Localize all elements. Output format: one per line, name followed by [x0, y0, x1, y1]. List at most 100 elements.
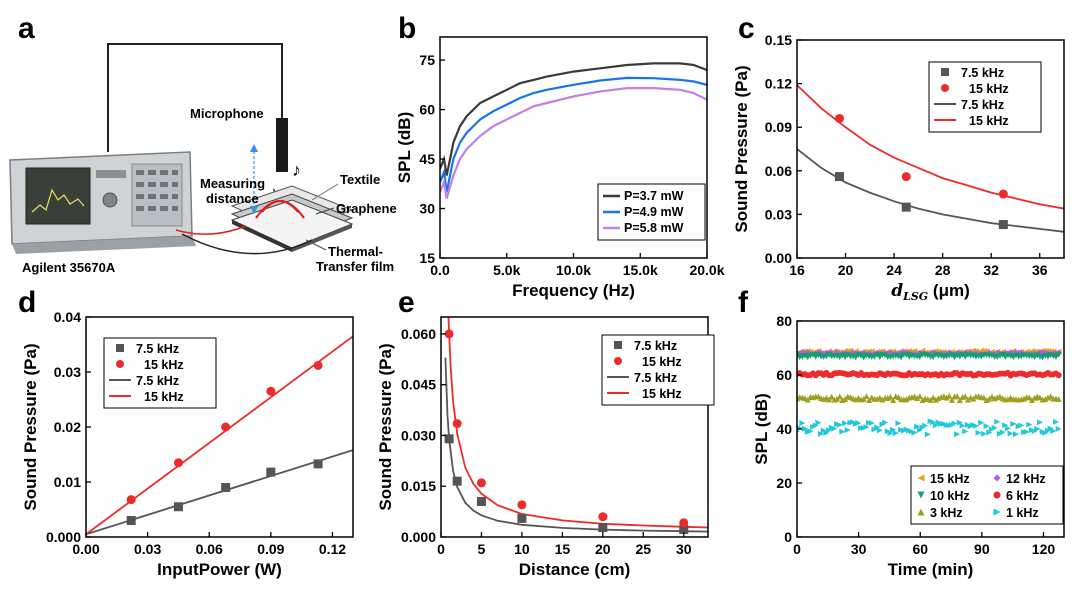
data-point [799, 420, 806, 427]
x-tick-label: 28 [935, 262, 951, 278]
y-tick-label: 15 [419, 250, 435, 266]
x-axis-label-var: d [891, 281, 903, 301]
x-tick-label: 32 [983, 262, 999, 278]
data-point [1034, 352, 1041, 359]
data-point [266, 467, 276, 477]
panel-label-c: c [738, 12, 755, 45]
fit-line-1 [447, 317, 708, 529]
legend: 15 kHz 12 kHz 10 kHz 6 kHz 3 kHz 1 kHz [910, 465, 1064, 525]
data-point [221, 483, 231, 492]
legend-entry: 15 kHz [642, 387, 682, 401]
data-point [173, 458, 183, 468]
x-tick-label: 0.06 [196, 541, 223, 557]
data-point [948, 396, 955, 403]
plot-area [797, 84, 1064, 233]
legend-marker [993, 474, 1001, 482]
legend-entry: 7.5 kHz [961, 98, 1004, 112]
chart-e: e 0 5 10 15 20 25 30 0.000 0.015 0.030 0.045 0.060 Di… [376, 286, 715, 579]
data-point [221, 422, 231, 432]
data-point [874, 424, 881, 431]
data-point [815, 351, 822, 358]
analyzer-instrument-icon [9, 151, 196, 254]
x-tick-label: 0.12 [319, 541, 346, 557]
x-tick-label: 20 [838, 262, 854, 278]
data-point [126, 516, 136, 525]
data-point [810, 351, 817, 358]
y-tick-label: 0.045 [401, 377, 436, 393]
film-label-line2: Transfer film [316, 259, 394, 274]
legend-entry: P=4.9 mW [624, 205, 684, 219]
data-point [890, 397, 897, 404]
legend-entry: 7.5 kHz [136, 374, 179, 388]
x-tick-label: 10 [514, 541, 530, 557]
legend-marker [116, 344, 124, 352]
microphone-cable [107, 43, 283, 152]
data-point [998, 189, 1008, 199]
legend-entry: 7.5 kHz [136, 342, 179, 356]
data-point [1055, 372, 1062, 379]
data-point [994, 418, 1001, 425]
data-point [1026, 394, 1033, 401]
data-point [855, 419, 862, 426]
data-point [802, 352, 809, 359]
legend-marker [993, 508, 1001, 516]
data-point [1047, 393, 1054, 400]
y-tick-label: 0.03 [54, 364, 81, 380]
legend-entry: P=3.7 mW [624, 189, 684, 203]
data-point [863, 393, 870, 400]
y-tick-label: 0.09 [765, 119, 792, 135]
data-point [887, 393, 894, 400]
data-point [946, 392, 953, 399]
data-point [831, 425, 838, 432]
x-tick-label: 24 [886, 262, 902, 278]
data-point [863, 424, 870, 431]
x-tick-label: 5.0k [493, 262, 520, 278]
data-point [1002, 422, 1009, 429]
data-point [954, 431, 961, 438]
data-point [916, 393, 923, 400]
series-line-0 [440, 62, 707, 176]
x-tick-label: 20.0k [689, 262, 724, 278]
legend: 7.5 kHz 15 kHz 7.5 kHz 15 kHz [601, 334, 715, 406]
data-point [826, 351, 833, 358]
data-point [924, 431, 931, 438]
data-point [983, 423, 990, 430]
fit-line-1 [797, 84, 1064, 210]
data-point [517, 500, 527, 510]
data-point [975, 429, 982, 436]
legend-marker [993, 491, 1001, 499]
data-point [1028, 396, 1035, 403]
data-point [858, 352, 865, 359]
x-axis-label-sub: LSG [902, 290, 928, 303]
legend-marker [917, 474, 925, 482]
legend-marker [614, 357, 622, 365]
y-tick-label: 75 [419, 52, 435, 68]
data-point [892, 430, 899, 437]
drive-wire-black [181, 233, 313, 255]
y-tick-label: 0.01 [54, 474, 81, 490]
data-point [962, 428, 969, 435]
y-tick-label: 60 [776, 367, 792, 383]
fit-line-0 [86, 449, 353, 536]
legend-marker [917, 491, 925, 499]
x-tick-label: 0.00 [72, 541, 99, 557]
data-point [173, 502, 183, 512]
legend-box [910, 465, 1064, 525]
x-tick-label: 120 [1032, 541, 1056, 557]
data-point [898, 354, 905, 361]
legend-entry: 3 kHz [930, 506, 963, 520]
x-tick-label: 15 [555, 541, 571, 557]
data-point [930, 354, 937, 361]
y-axis-label: Sound Pressure (Pa) [21, 343, 40, 510]
data-point [266, 386, 276, 396]
x-tick-label: 30 [676, 541, 692, 557]
data-point [1036, 419, 1043, 426]
x-tick-label: 15.0k [623, 262, 658, 278]
data-point [834, 113, 844, 123]
y-tick-label: 0.030 [401, 427, 436, 443]
y-tick-label: 0 [784, 529, 792, 545]
plot-area [86, 335, 353, 536]
data-point [313, 459, 323, 469]
x-axis-label: InputPower (W) [157, 560, 282, 579]
legend-entry: 6 kHz [1006, 489, 1039, 503]
